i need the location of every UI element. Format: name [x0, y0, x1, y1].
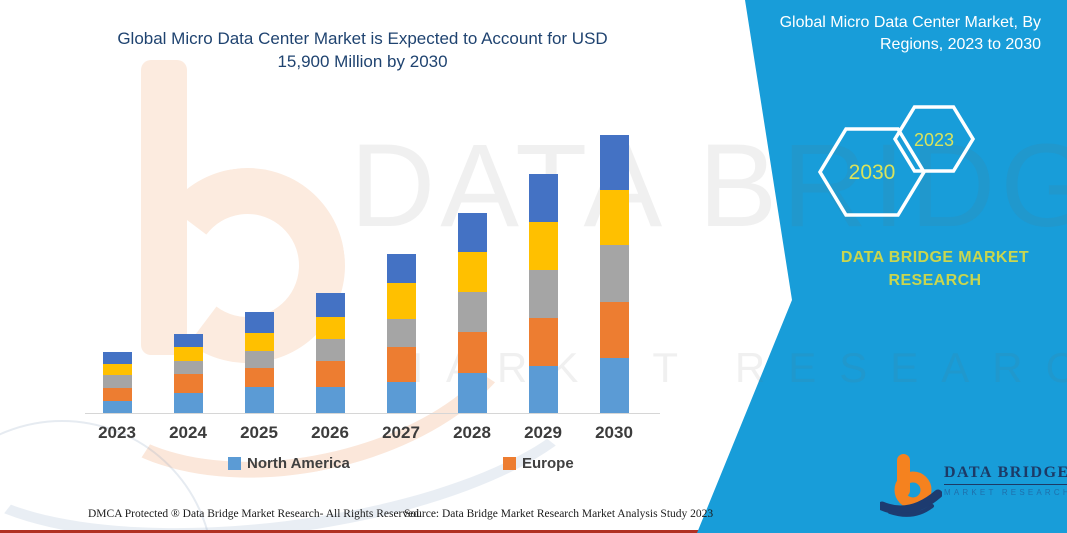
bar-segment-2028-unlabeled-gray — [457, 292, 487, 332]
logo-name: DATA BRIDGE — [944, 464, 1067, 485]
footer-dmca: DMCA Protected ® Data Bridge Market Rese… — [88, 508, 422, 520]
panel-title-line-1: Global Micro Data Center Market, By — [779, 14, 1041, 31]
bar-segment-2030-Europe — [599, 302, 629, 358]
panel-title-line-2: Regions, 2023 to 2030 — [879, 36, 1041, 53]
x-axis-label-2026: 2026 — [311, 423, 349, 442]
panel-title: Global Micro Data Center Market, By Regi… — [741, 12, 1041, 56]
footer-source: Source: Data Bridge Market Research Mark… — [404, 508, 714, 520]
hexagon-2023 — [892, 105, 976, 173]
bar-segment-2026-unlabeled-blue — [315, 293, 345, 317]
bar-segment-2025-Europe — [244, 367, 274, 387]
x-axis-label-2030: 2030 — [595, 423, 633, 442]
logo-subtitle: MARKET RESEARCH — [944, 488, 1067, 497]
bar-segment-2027-unlabeled-yellow — [386, 282, 416, 319]
bar-segment-2028-unlabeled-yellow — [457, 252, 487, 293]
bar-segment-2026-Europe — [315, 361, 345, 387]
bar-segment-2023-North America — [102, 400, 132, 413]
bar-segment-2027-North America — [386, 381, 416, 413]
logo-text: DATA BRIDGE MARKET RESEARCH — [944, 464, 1067, 497]
bar-segment-2027-unlabeled-gray — [386, 318, 416, 348]
bar-segment-2023-unlabeled-yellow — [102, 364, 132, 376]
panel-brand-line-2: RESEARCH — [888, 272, 982, 289]
bar-segment-2030-North America — [599, 357, 629, 413]
bar-segment-2023-Europe — [102, 387, 132, 401]
data-bridge-logo-icon — [880, 454, 942, 517]
bar-segment-2024-unlabeled-blue — [173, 334, 203, 348]
bar-segment-2026-unlabeled-gray — [315, 338, 345, 362]
hexagon-2030-label: 2030 — [849, 161, 896, 184]
watermark-b-logo-bar — [141, 60, 187, 355]
bar-segment-2029-unlabeled-gray — [528, 269, 558, 318]
bar-segment-2028-unlabeled-blue — [457, 212, 487, 253]
x-axis-label-2027: 2027 — [382, 423, 420, 442]
x-axis-label-2028: 2028 — [453, 423, 491, 442]
chart-title-line-2: 15,900 Million by 2030 — [277, 52, 448, 71]
x-axis-label-2024: 2024 — [169, 423, 207, 442]
bar-segment-2025-unlabeled-gray — [244, 350, 274, 368]
bar-segment-2027-unlabeled-blue — [386, 253, 416, 283]
x-axis-label-2023: 2023 — [98, 423, 136, 442]
x-axis: 2023 2024 2025 2026 2027 2028 2029 2030 — [85, 423, 660, 445]
legend-item-europe: Europe — [503, 455, 574, 472]
plot-area — [85, 120, 660, 414]
bar-segment-2024-unlabeled-gray — [173, 360, 203, 374]
bar-segment-2025-unlabeled-blue — [244, 312, 274, 333]
bar-segment-2030-unlabeled-gray — [599, 245, 629, 302]
chart-title: Global Micro Data Center Market is Expec… — [85, 27, 640, 73]
bar-segment-2029-unlabeled-blue — [528, 174, 558, 223]
bar-segment-2029-Europe — [528, 317, 558, 366]
bar-segment-2029-unlabeled-yellow — [528, 222, 558, 270]
panel-brand: DATA BRIDGE MARKET RESEARCH — [818, 246, 1052, 292]
hexagon-2023-label: 2023 — [914, 130, 954, 150]
chart-title-line-1: Global Micro Data Center Market is Expec… — [117, 29, 608, 48]
watermark-sub-text: MARKET RESEARCH — [388, 344, 1067, 391]
hexagons-graphic: 2030 2023 — [817, 105, 976, 217]
legend-label: Europe — [522, 455, 574, 472]
bar-segment-2030-unlabeled-yellow — [599, 190, 629, 246]
bottom-red-rule — [0, 530, 700, 533]
legend-label: North America — [247, 455, 350, 472]
legend-swatch — [228, 457, 241, 470]
bar-segment-2024-North America — [173, 392, 203, 413]
bar-segment-2023-unlabeled-gray — [102, 375, 132, 388]
bar-segment-2026-unlabeled-yellow — [315, 316, 345, 339]
bar-segment-2029-North America — [528, 365, 558, 413]
bar-segment-2027-Europe — [386, 347, 416, 382]
bar-segment-2025-unlabeled-yellow — [244, 332, 274, 351]
bar-segment-2024-unlabeled-yellow — [173, 347, 203, 361]
bar-segment-2025-North America — [244, 386, 274, 413]
bar-segment-2023-unlabeled-blue — [102, 351, 132, 365]
legend: North America Europe — [85, 453, 660, 473]
legend-swatch — [503, 457, 516, 470]
bar-segment-2030-unlabeled-blue — [599, 135, 629, 191]
bar-segment-2028-Europe — [457, 331, 487, 373]
bar-segment-2024-Europe — [173, 373, 203, 393]
x-axis-label-2029: 2029 — [524, 423, 562, 442]
bar-segment-2026-North America — [315, 386, 345, 413]
legend-item-north-america: North America — [228, 455, 350, 472]
bar-segment-2028-North America — [457, 372, 487, 413]
x-axis-label-2025: 2025 — [240, 423, 278, 442]
panel-brand-line-1: DATA BRIDGE MARKET — [840, 249, 1030, 266]
company-logo: DATA BRIDGE MARKET RESEARCH — [880, 452, 1067, 524]
